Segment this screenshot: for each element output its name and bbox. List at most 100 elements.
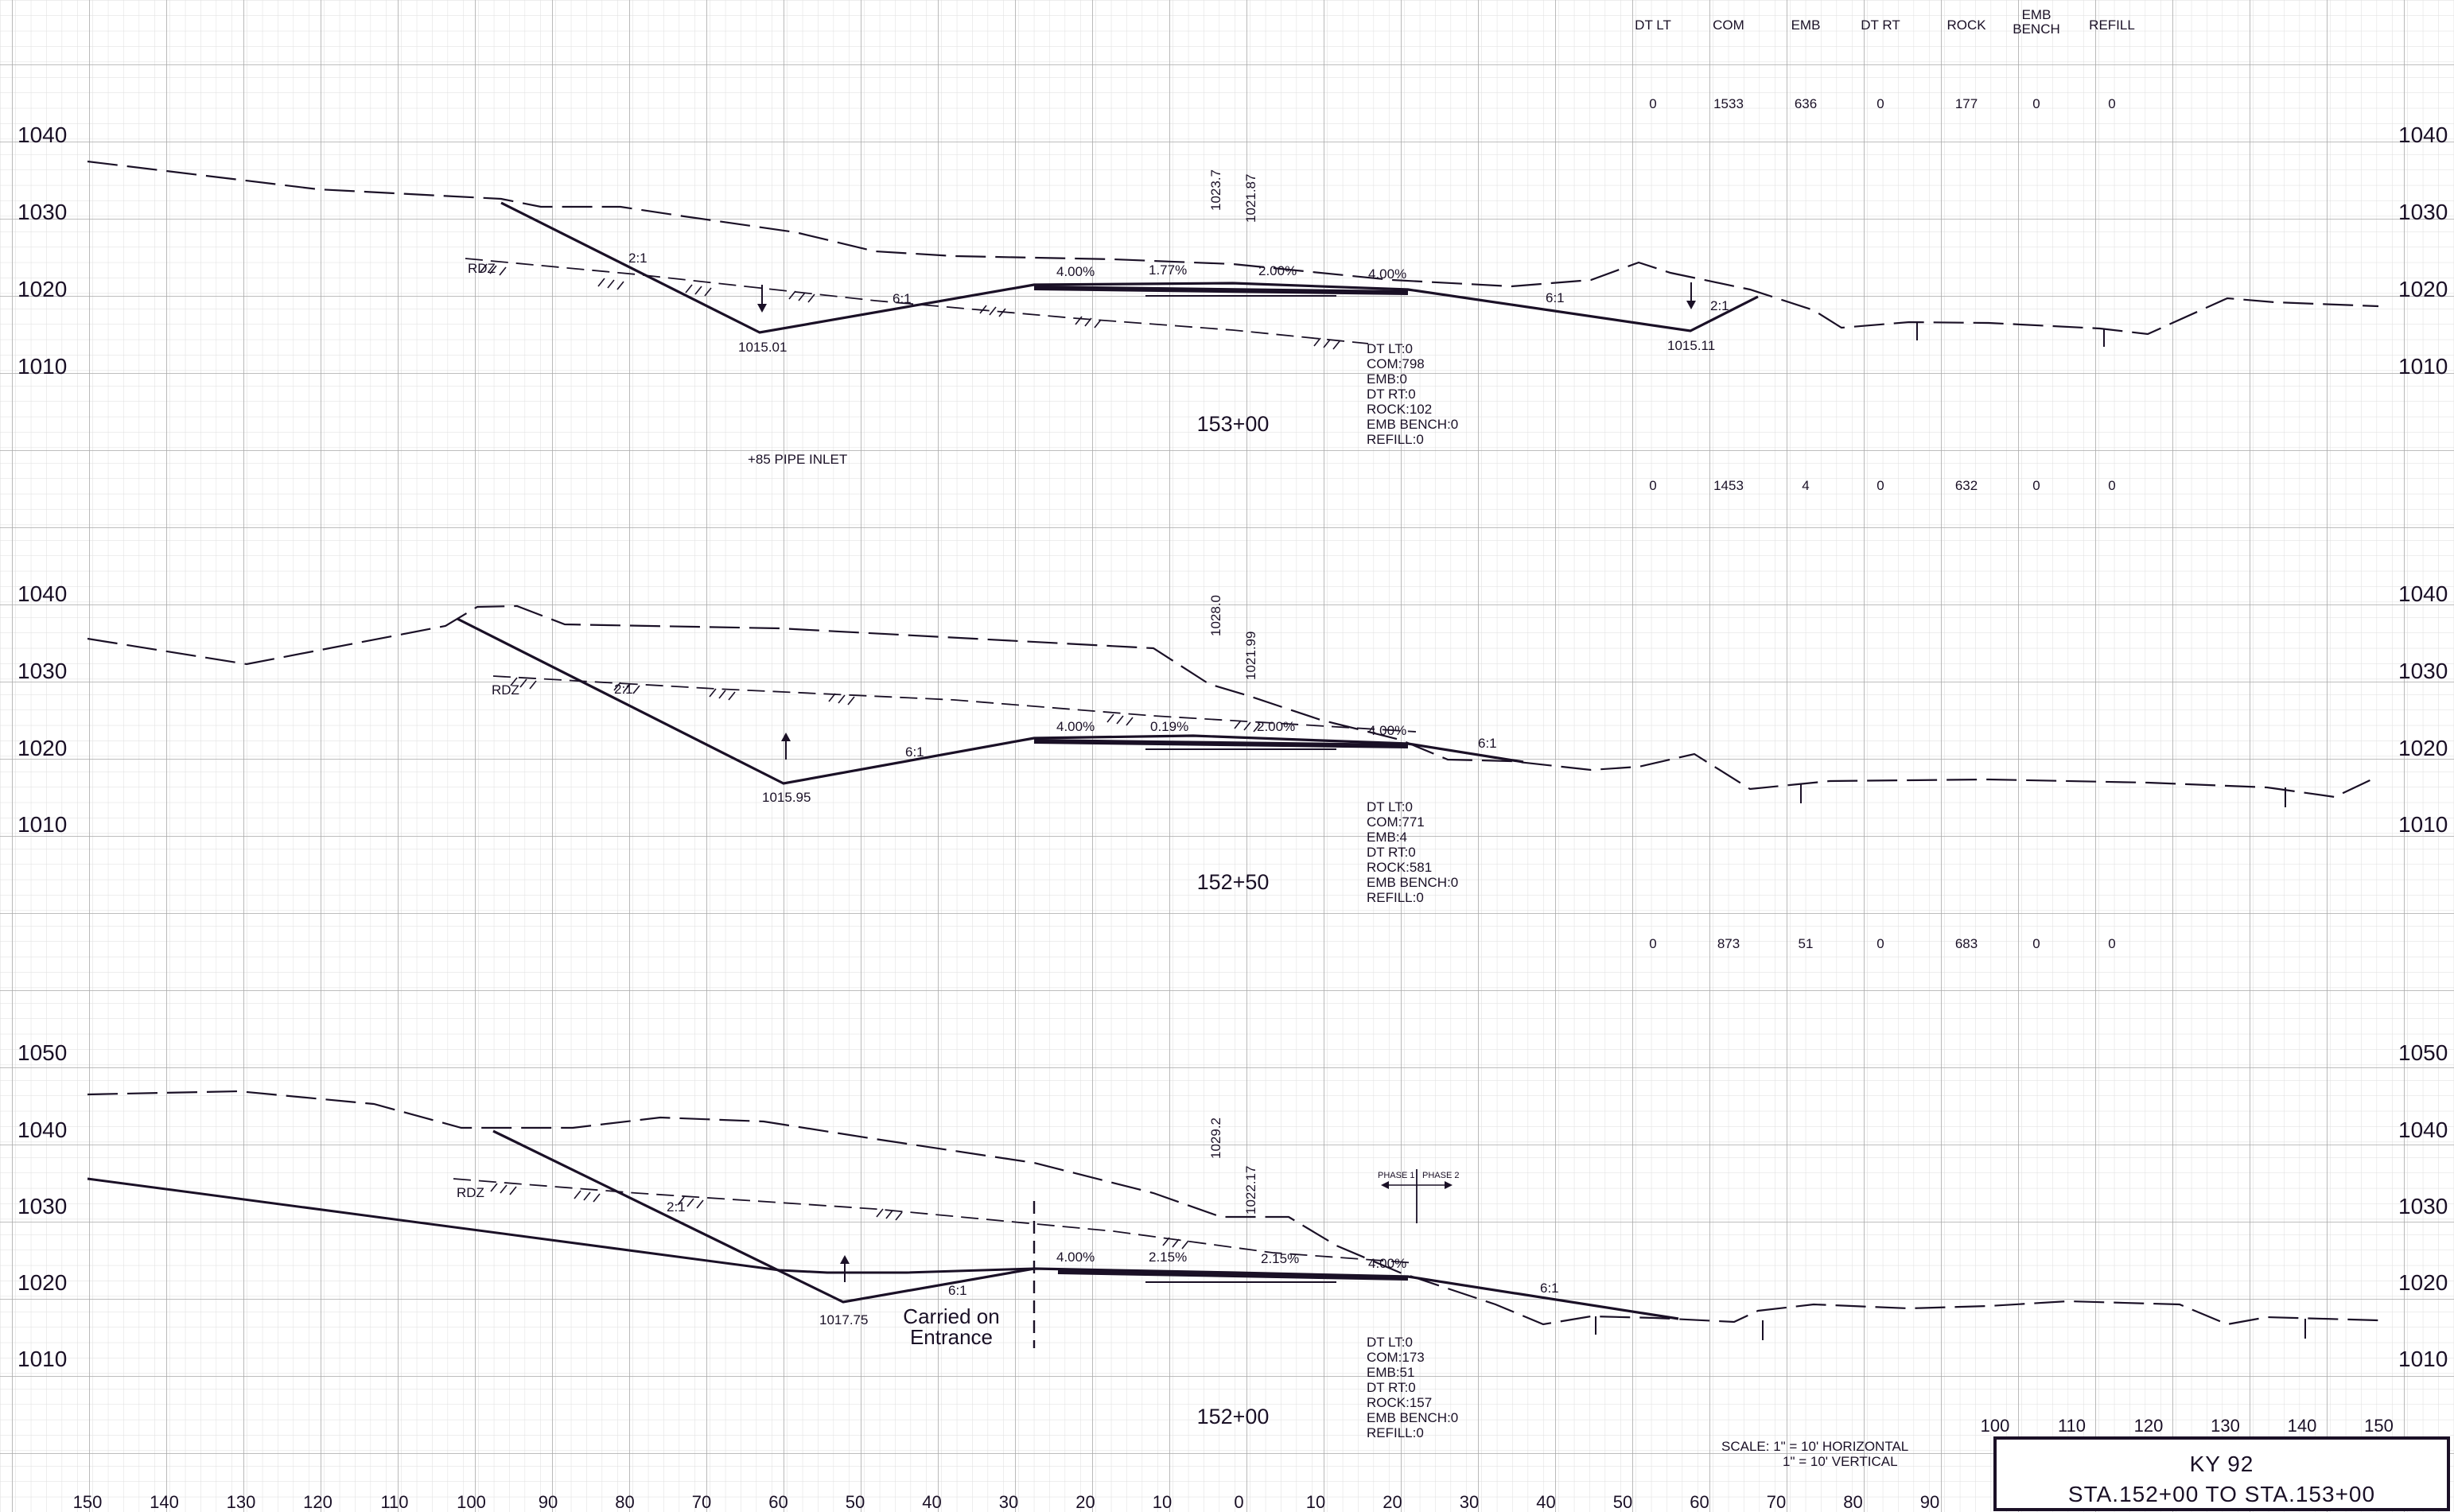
summary-line: COM:771 xyxy=(1367,814,1425,830)
subgrade-line xyxy=(465,258,1369,344)
qty-rock: 683 xyxy=(1955,936,1978,951)
offset-tick-label: 30 xyxy=(1460,1492,1479,1512)
offset-tick-label: 100 xyxy=(1981,1416,2010,1436)
elev-label: 1010 xyxy=(18,354,67,379)
station-label: 153+00 xyxy=(1197,412,1270,436)
grade-label: 4.00% xyxy=(1056,1250,1095,1265)
qty-com: 1453 xyxy=(1713,478,1744,493)
slope-label: 6:1 xyxy=(1540,1281,1559,1296)
header-dt-lt: DT LT xyxy=(1635,17,1671,33)
phase-arrowhead-left xyxy=(1381,1181,1389,1189)
grade-label: 4.00% xyxy=(1368,723,1406,738)
route-label: KY 92 xyxy=(2190,1452,2254,1476)
summary-line: DT RT:0 xyxy=(1367,1380,1416,1395)
summary-line: EMB BENCH:0 xyxy=(1367,417,1458,432)
offset-tick-label: 110 xyxy=(2058,1416,2086,1436)
elev-label: 1020 xyxy=(18,277,67,301)
title-block: KY 92 STA.152+00 TO STA.153+00 xyxy=(1993,1436,2450,1511)
qty-dt-rt: 0 xyxy=(1876,478,1884,493)
subgrade-line xyxy=(453,1178,1417,1264)
summary-line: EMB BENCH:0 xyxy=(1367,1410,1458,1425)
header-refill: REFILL xyxy=(2089,17,2135,33)
offset-tick-label: 40 xyxy=(922,1492,941,1512)
offset-axis-right: 100 110 120 130 140 150 xyxy=(1981,1416,2394,1436)
summary-line: ROCK:581 xyxy=(1367,860,1432,875)
header-rock: ROCK xyxy=(1946,17,1986,33)
elev-label: 1030 xyxy=(2398,1194,2448,1219)
elev-label: 1010 xyxy=(2398,1347,2448,1371)
grade-label: 4.00% xyxy=(1368,1256,1406,1271)
elev-label: 1040 xyxy=(18,122,67,147)
summary-line: EMB:4 xyxy=(1367,830,1407,845)
summary-line: ROCK:157 xyxy=(1367,1395,1432,1410)
slope-label: 6:1 xyxy=(893,291,912,306)
elevation-labels-left: 1040 1030 1020 1010 xyxy=(18,581,67,837)
proposed-section-line xyxy=(492,1129,1679,1320)
ditch-arrowhead xyxy=(840,1255,850,1264)
elev-label: 1030 xyxy=(18,1194,67,1219)
quantity-row: 0 873 51 0 683 0 0 xyxy=(1649,936,2115,951)
elevation-labels-right: 1050 1040 1030 1020 1010 xyxy=(2398,1040,2448,1371)
slope-label: 6:1 xyxy=(905,744,924,760)
offset-tick-label: 10 xyxy=(1306,1492,1325,1512)
grade-label: 2.15% xyxy=(1261,1251,1299,1266)
offset-tick-label: 70 xyxy=(1767,1492,1786,1512)
quantity-header: DT LT COM EMB DT RT ROCK EMB BENCH REFIL… xyxy=(1635,7,2135,37)
qty-dt-lt: 0 xyxy=(1649,96,1656,111)
station-label: 152+00 xyxy=(1197,1405,1270,1428)
header-emb: EMB xyxy=(1791,17,1821,33)
pavement-layer xyxy=(1033,739,1409,748)
hatch-rock-line xyxy=(510,677,1261,733)
elevation-labels-right: 1040 1030 1020 1010 xyxy=(2398,122,2448,379)
rdz-label: RDZ xyxy=(468,261,496,276)
offset-tick-label: 90 xyxy=(1920,1492,1939,1512)
elev-label: 1020 xyxy=(2398,1270,2448,1295)
summary-line: ROCK:102 xyxy=(1367,402,1432,417)
elev-label: 1020 xyxy=(18,1270,67,1295)
offset-tick-label: 80 xyxy=(1843,1492,1862,1512)
elevation-labels-left: 1050 1040 1030 1020 1010 xyxy=(18,1040,67,1371)
cl-elev-label: 1028.0 xyxy=(1208,595,1223,636)
offset-tick-label: 20 xyxy=(1075,1492,1095,1512)
qty-rock: 632 xyxy=(1955,478,1978,493)
existing-ground-line xyxy=(87,160,2379,336)
elev-label: 1040 xyxy=(2398,1117,2448,1142)
cl-elev-label: 1029.2 xyxy=(1208,1117,1223,1159)
offset-tick-label: 10 xyxy=(1153,1492,1172,1512)
slope-label: 2:1 xyxy=(614,682,633,697)
summary-line: EMB:51 xyxy=(1367,1365,1414,1380)
qty-refill: 0 xyxy=(2108,936,2115,951)
area-summary: DT LT:0 COM:798 EMB:0 DT RT:0 ROCK:102 E… xyxy=(1367,341,1458,447)
grade-label: 2.00% xyxy=(1257,719,1295,734)
elev-label: 1010 xyxy=(18,1347,67,1371)
station-range-label: STA.152+00 TO STA.153+00 xyxy=(2068,1482,2375,1506)
offset-tick-label: 100 xyxy=(457,1492,486,1512)
elev-label: 1030 xyxy=(18,659,67,683)
summary-line: REFILL:0 xyxy=(1367,1425,1424,1440)
elev-label: 1050 xyxy=(2398,1040,2448,1065)
qty-com: 1533 xyxy=(1713,96,1744,111)
grade-label: 4.00% xyxy=(1056,264,1095,279)
elev-label: 1040 xyxy=(2398,581,2448,606)
offset-tick-label: 50 xyxy=(1613,1492,1632,1512)
phase-1-label: PHASE 1 xyxy=(1378,1171,1414,1180)
grade-label: 2.15% xyxy=(1149,1250,1187,1265)
offset-tick-label: 150 xyxy=(2364,1416,2394,1436)
existing-ground-line xyxy=(87,604,2379,799)
elev-label: 1020 xyxy=(2398,277,2448,301)
area-summary: DT LT:0 COM:771 EMB:4 DT RT:0 ROCK:581 E… xyxy=(1367,799,1458,905)
summary-line: DT RT:0 xyxy=(1367,845,1416,860)
qty-emb-bench: 0 xyxy=(2032,478,2040,493)
qty-rock: 177 xyxy=(1955,96,1978,111)
offset-tick-label: 20 xyxy=(1383,1492,1402,1512)
header-dt-rt: DT RT xyxy=(1861,17,1900,33)
offset-tick-label: 120 xyxy=(303,1492,333,1512)
summary-line: EMB BENCH:0 xyxy=(1367,875,1458,890)
header-emb-bench-2: BENCH xyxy=(2013,21,2060,37)
summary-line: COM:798 xyxy=(1367,356,1425,371)
ditch-arrowhead xyxy=(781,733,791,741)
elev-label: 1040 xyxy=(18,581,67,606)
offset-tick-label: 130 xyxy=(227,1492,256,1512)
elev-label: 1050 xyxy=(18,1040,67,1065)
summary-line: REFILL:0 xyxy=(1367,432,1424,447)
